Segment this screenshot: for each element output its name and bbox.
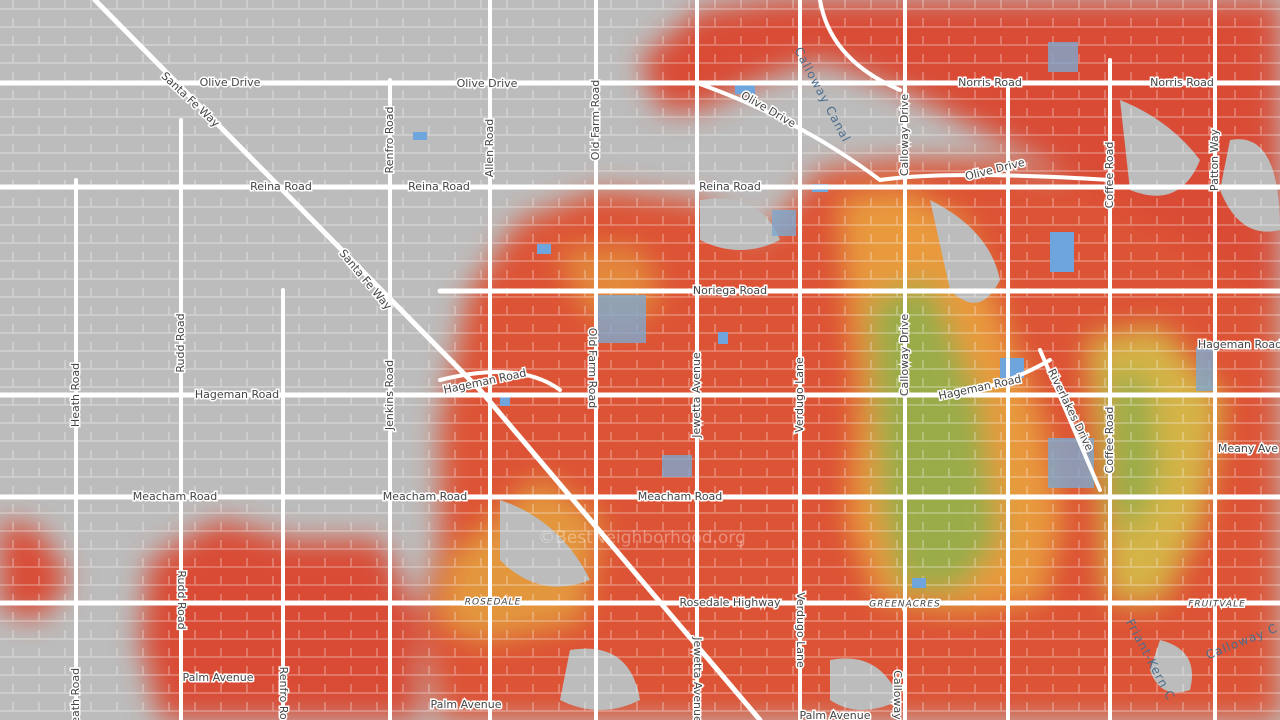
road-label: Allen Road (483, 119, 496, 177)
road-label: Verdugo Lane (793, 357, 806, 433)
road-label: Meany Ave (1218, 442, 1278, 455)
road-label: Old Farm Road (589, 80, 602, 160)
road-label: Palm Avenue (799, 709, 870, 720)
road-label: Rudd Road (175, 570, 188, 629)
road-label: Calloway Drive (898, 314, 911, 397)
road-label: Calloway (891, 670, 904, 720)
road-label: Reina Road (699, 180, 761, 193)
road-label: Calloway Drive (898, 94, 911, 177)
road-label: Patton Way (1208, 128, 1221, 191)
road-label: Norris Road (1150, 76, 1214, 89)
road-label: Meacham Road (383, 490, 468, 503)
road-label: Jewetta Avenue (691, 636, 704, 720)
road-label: Norris Road (958, 76, 1022, 89)
road-label: Hageman Road (195, 388, 279, 401)
road-label: Renfro Road (277, 667, 290, 720)
road-label: Rudd Road (174, 313, 187, 372)
road-label: Palm Avenue (430, 698, 501, 711)
district-label: FRUITVALE (1188, 600, 1246, 610)
road-label: Coffee Road (1103, 407, 1116, 474)
road-label: Reina Road (408, 180, 470, 193)
road-label: Hageman Road (1198, 338, 1280, 351)
road-label: Jewetta Avenue (690, 352, 703, 439)
road-label: Coffee Road (1103, 142, 1116, 209)
road-label: Palm Avenue (182, 671, 253, 684)
road-label: Meacham Road (133, 490, 218, 503)
road-label: Reina Road (250, 180, 312, 193)
road-label: Meacham Road (638, 490, 723, 503)
district-label: GREENACRES (869, 600, 940, 610)
district-label: ROSEDALE (465, 598, 522, 608)
road-label: Jenkins Road (383, 360, 396, 431)
road-label: Noriega Road (693, 284, 767, 297)
watermark: ©BestNeighborhood.org (538, 528, 746, 548)
road-label: Olive Drive (457, 77, 518, 90)
road-label: Heath Road (69, 668, 82, 720)
road-label: Renfro Road (383, 107, 396, 174)
road-label: Verdugo Lane (794, 592, 807, 668)
road-label: Heath Road (69, 363, 82, 427)
road-label: Old Farm Road (586, 328, 599, 408)
road-label: Rosedale Highway (680, 596, 781, 609)
road-label: Olive Drive (200, 76, 261, 89)
